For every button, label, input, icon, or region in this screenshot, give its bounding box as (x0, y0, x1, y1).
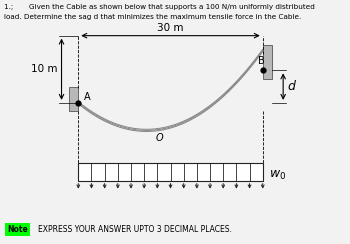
Text: O: O (156, 133, 163, 143)
Text: $w_0$: $w_0$ (269, 169, 286, 182)
Text: A: A (84, 92, 90, 102)
Text: load. Determine the sag d that minimizes the maximum tensile force in the Cable.: load. Determine the sag d that minimizes… (4, 14, 301, 20)
Text: EXPRESS YOUR ANSWER UPTO 3 DECIMAL PLACES.: EXPRESS YOUR ANSWER UPTO 3 DECIMAL PLACE… (38, 225, 232, 234)
Text: B: B (258, 56, 265, 66)
Text: d: d (288, 80, 296, 93)
Bar (263, 45, 273, 79)
Text: 10 m: 10 m (32, 64, 58, 74)
Bar (69, 87, 78, 111)
Text: Note: Note (7, 225, 28, 234)
Text: 30 m: 30 m (157, 23, 184, 33)
Text: 1.;       Given the Cable as shown below that supports a 100 N/m uniformly distr: 1.; Given the Cable as shown below that … (4, 4, 315, 10)
Bar (78, 163, 263, 181)
